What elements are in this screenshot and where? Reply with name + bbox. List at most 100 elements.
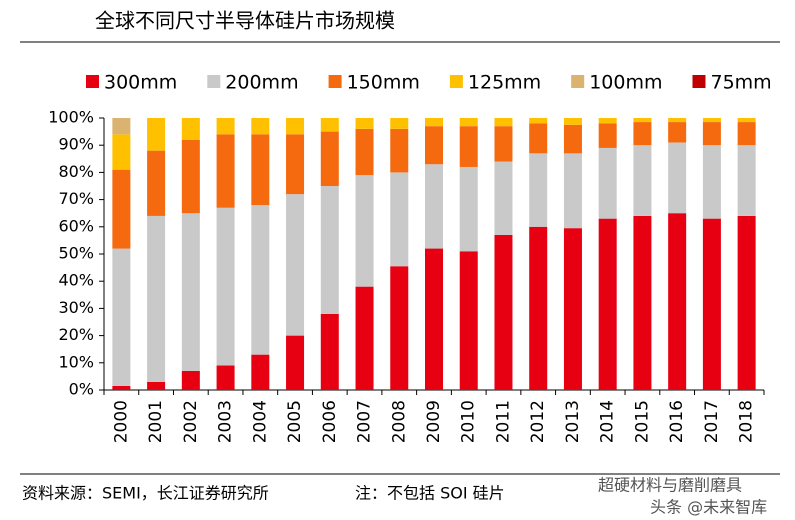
bar-segment <box>737 145 756 216</box>
bar-segment <box>320 186 339 314</box>
x-tick-label: 2008 <box>389 400 409 443</box>
bar-segment <box>494 234 513 390</box>
bar-segment <box>425 126 443 165</box>
bar-segment <box>459 251 478 390</box>
x-tick-label: 2014 <box>598 400 618 443</box>
bar-segment <box>459 126 478 167</box>
bar-segment <box>425 248 443 390</box>
x-tick-label: 2004 <box>250 400 270 443</box>
bar-segment <box>112 134 131 170</box>
x-tick-label: 2018 <box>737 400 757 443</box>
bar-segment <box>355 175 374 287</box>
bar-segment <box>494 161 513 235</box>
bar-segment <box>112 118 131 135</box>
bar-segment <box>390 118 409 129</box>
bar-segment <box>390 266 409 390</box>
bar-segment <box>529 118 548 124</box>
bar-segment <box>702 118 721 123</box>
bar-segment <box>251 354 270 390</box>
legend-label: 200mm <box>225 72 298 94</box>
note: 注：不包括 SOI 硅片 <box>355 484 505 503</box>
bar-segment <box>147 118 166 151</box>
bar-segment <box>598 123 617 148</box>
bar-segment <box>216 134 235 208</box>
watermark: 头条 @未来智库 <box>650 498 767 517</box>
x-tick-label: 2012 <box>528 400 548 443</box>
bar-segment <box>563 124 582 154</box>
bar-segment <box>181 213 200 371</box>
bar-segment <box>251 205 270 355</box>
bar-segment <box>633 215 652 390</box>
bar-segment <box>529 153 548 227</box>
bar-segment <box>702 218 721 390</box>
x-tick-label: 2003 <box>216 400 236 443</box>
x-tick-label: 2015 <box>632 400 652 443</box>
bar-segment <box>633 118 652 123</box>
bar-segment <box>181 370 200 390</box>
y-tick-label: 70% <box>58 189 94 208</box>
bar-segment <box>633 122 652 146</box>
bar-segment <box>425 164 443 249</box>
bar-segment <box>494 126 513 162</box>
bar-segment <box>702 122 721 146</box>
y-tick-label: 60% <box>58 216 94 235</box>
x-tick-label: 2009 <box>424 400 444 443</box>
bar-segment <box>216 118 235 135</box>
legend-swatch <box>86 75 99 88</box>
x-tick-label: 2000 <box>111 400 131 443</box>
x-tick-label: 2002 <box>181 400 201 443</box>
bar-segment <box>668 213 687 390</box>
bar-segment <box>529 226 548 390</box>
bar-segment <box>147 381 166 390</box>
x-tick-label: 2016 <box>667 400 687 443</box>
bar-segment <box>320 118 339 132</box>
legend-label: 150mm <box>347 72 420 94</box>
bar-segment <box>459 166 478 252</box>
bar-segment <box>390 128 409 173</box>
bar-segment <box>633 145 652 216</box>
bar-segment <box>563 228 582 390</box>
legend-swatch <box>328 75 342 88</box>
legend-label: 75mm <box>710 72 771 94</box>
bar-segment <box>598 147 617 219</box>
bar-segment <box>529 123 548 154</box>
bar-segment <box>251 118 270 135</box>
bar-segment <box>286 134 305 195</box>
bar-segment <box>563 118 582 125</box>
bar-segment <box>737 215 756 390</box>
bar-segment <box>355 128 374 176</box>
bar-segment <box>737 118 756 123</box>
watermark: 超硬材料与磨削磨具 <box>598 476 742 495</box>
y-tick-label: 10% <box>58 352 94 371</box>
y-tick-label: 0% <box>69 380 94 399</box>
bar-segment <box>390 172 409 267</box>
y-tick-label: 20% <box>58 325 94 344</box>
y-tick-label: 90% <box>58 135 94 154</box>
x-tick-label: 2005 <box>285 400 305 443</box>
y-tick-label: 50% <box>58 244 94 263</box>
legend-label: 300mm <box>104 72 177 94</box>
legend-swatch <box>692 75 706 88</box>
bar-segment <box>494 118 513 127</box>
legend-swatch <box>207 75 221 88</box>
legend-swatch <box>449 75 463 88</box>
bar-segment <box>320 131 339 186</box>
x-tick-label: 2010 <box>459 400 479 443</box>
bar-segment <box>737 122 756 146</box>
y-tick-label: 40% <box>58 271 94 290</box>
x-tick-label: 2013 <box>563 400 583 443</box>
bar-segment <box>251 134 270 206</box>
y-tick-label: 80% <box>58 162 94 181</box>
bar-segment <box>563 153 582 229</box>
bar-segment <box>181 118 200 140</box>
bar-segment <box>216 207 235 366</box>
bar-segment <box>320 313 339 390</box>
x-tick-label: 2006 <box>320 400 340 443</box>
bar-segment <box>286 118 305 135</box>
bar-segment <box>355 118 374 129</box>
source: 资料来源：SEMI，长江证券研究所 <box>22 484 269 503</box>
y-tick-label: 30% <box>58 298 94 317</box>
bar-segment <box>112 169 131 249</box>
bar-segment <box>147 150 166 216</box>
bar-segment <box>668 142 687 214</box>
